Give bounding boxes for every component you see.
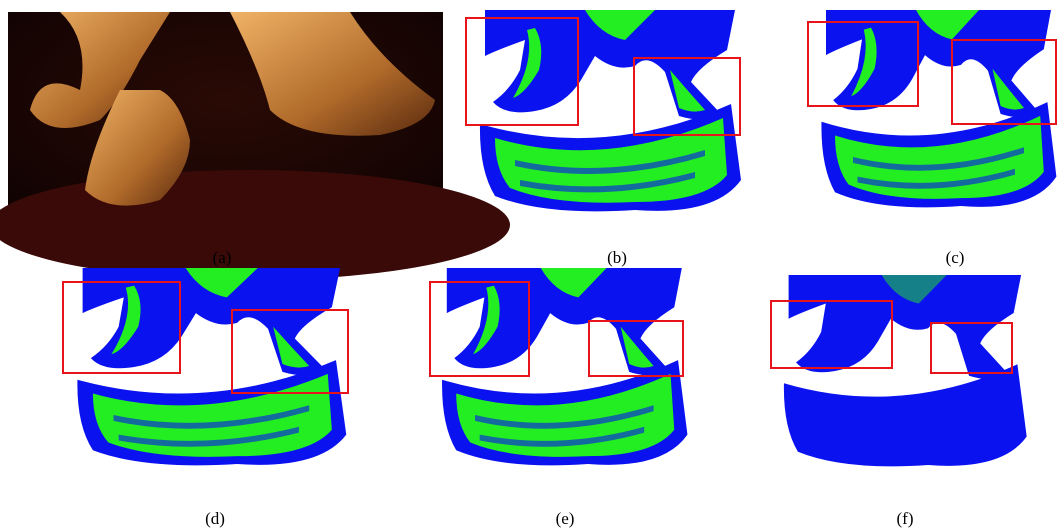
panel-caption: (c) (946, 248, 965, 267)
page: (a) (b) (c) (d) (e) (f) (() => { const d… (0, 0, 1057, 530)
panel-caption: (d) (205, 509, 225, 528)
result-panel (77, 268, 346, 465)
result-panel (442, 268, 687, 465)
panel-caption: (f) (897, 509, 914, 528)
result-panel (784, 275, 1027, 466)
figure: (a) (b) (c) (d) (e) (f) (0, 0, 1057, 530)
panel-caption: (e) (556, 509, 575, 528)
panel-caption: (a) (213, 248, 232, 267)
panel-caption: (b) (607, 248, 627, 267)
result-panel (480, 10, 741, 211)
photo-panel (0, 12, 510, 280)
